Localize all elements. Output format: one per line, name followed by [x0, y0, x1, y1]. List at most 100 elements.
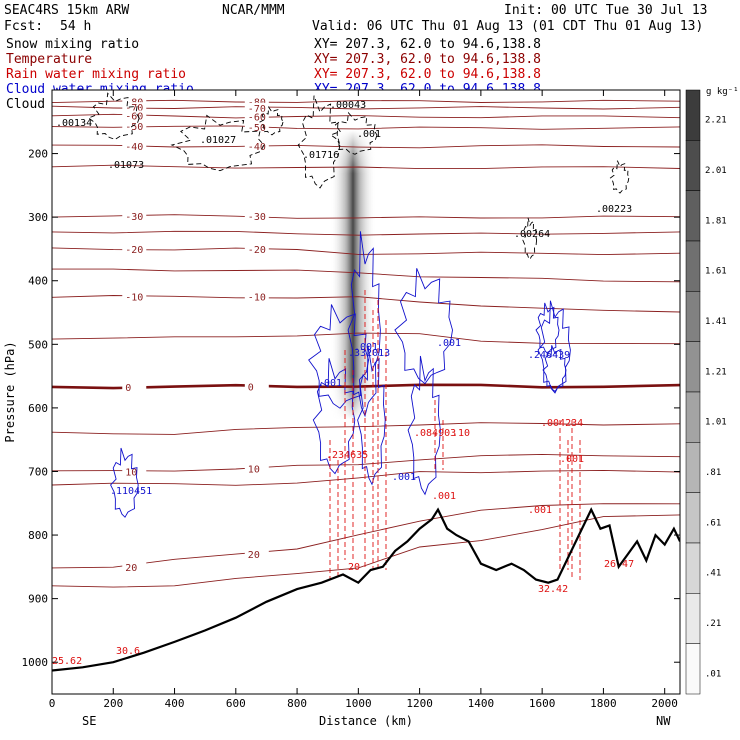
colorbar-segment — [685, 140, 701, 191]
contour-value-label: 30.6 — [116, 646, 140, 657]
x-axis-left-end: SE — [82, 714, 96, 728]
contour-value-label: .01027 — [200, 135, 236, 146]
isotherm-label: 0 — [248, 382, 254, 393]
isotherm-label-bg — [244, 121, 269, 133]
colorbar-segment — [685, 391, 701, 443]
cloud-water-contour — [535, 302, 560, 355]
isotherm-label-bg — [122, 381, 147, 393]
colorbar-label: 2.01 — [705, 166, 727, 176]
contour-value-label: .001 — [318, 378, 342, 389]
y-axis-label: Pressure (hPa) — [3, 341, 17, 442]
colorbar-segment — [685, 442, 701, 493]
isotherm-line — [52, 230, 680, 236]
init-time: Init: 00 UTC Tue 30 Jul 13 — [504, 3, 708, 18]
ice-contour — [170, 114, 265, 172]
isotherm-label: -20 — [125, 245, 143, 256]
field-name: Snow mixing ratio — [6, 37, 139, 52]
cloud-water-contour — [312, 358, 356, 475]
plot-area: -80-80-70-70-60-60-50-50-40-40-30-30-20-… — [22, 89, 681, 710]
isotherm-label-bg — [122, 466, 147, 478]
isotherm-label: -20 — [248, 245, 266, 256]
isotherm-line — [52, 113, 680, 119]
isotherm-line — [52, 164, 680, 170]
colorbar-label: .21 — [705, 619, 721, 629]
contour-value-label: 32.42 — [538, 584, 568, 595]
isotherm-label-bg — [244, 102, 269, 114]
contour-value-label: .246439 — [528, 350, 570, 361]
x-tick-label: 600 — [226, 697, 246, 710]
isotherm-line — [52, 214, 680, 219]
colorbar-unit: g kg⁻¹ — [706, 87, 739, 97]
contour-value-label: .00134 — [56, 118, 92, 129]
colorbar-segment — [685, 89, 701, 141]
ice-contour — [609, 160, 630, 194]
contour-value-label: .001 — [560, 454, 584, 465]
colorbar-label: 1.41 — [705, 317, 727, 327]
isotherm-label: -10 — [248, 293, 266, 304]
isotherm-label-bg — [244, 549, 269, 561]
isotherm-line — [52, 469, 680, 486]
colorbar-label: 1.61 — [705, 267, 727, 277]
colorbar-segment — [685, 240, 701, 292]
isotherm-label-bg — [244, 96, 269, 108]
isotherm-label: -40 — [125, 142, 143, 153]
isotherm-line — [52, 247, 680, 256]
colorbar-segment — [685, 542, 701, 594]
colorbar-label: 2.21 — [705, 116, 727, 126]
isotherm-label: -10 — [125, 293, 143, 304]
model-title: SEAC4RS 15km ARW — [4, 3, 129, 18]
x-tick-label: 800 — [287, 697, 307, 710]
isotherm-label-bg — [244, 291, 269, 303]
isotherm-line — [52, 503, 680, 569]
colorbar-label: 1.01 — [705, 418, 727, 428]
center-name: NCAR/MMM — [222, 3, 285, 18]
isotherm-label: -50 — [248, 123, 266, 134]
cloud-water-contour — [542, 345, 567, 393]
plot-frame — [51, 89, 681, 695]
isotherm-line — [52, 125, 680, 130]
isotherm-label: -60 — [125, 111, 143, 122]
isotherm-line — [52, 514, 680, 588]
isotherm-label-bg — [122, 96, 147, 108]
contour-value-label: .001 — [354, 342, 378, 353]
colorbar-label: .01 — [705, 669, 721, 679]
terrain-line — [52, 507, 680, 672]
contour-value-label: .332013 — [348, 348, 390, 359]
contour-value-label: .234635 — [326, 450, 368, 461]
forecast-hours: 54 h — [60, 19, 91, 34]
y-tick-label: 600 — [28, 402, 48, 415]
colorbar-label: .81 — [705, 468, 721, 478]
x-tick-label: 1400 — [468, 697, 495, 710]
field-xy: XY= 207.3, 62.0 to 94.6,138.8 — [314, 52, 541, 67]
contour-value-label: .001 — [528, 505, 552, 516]
isotherm-label-bg — [244, 210, 269, 222]
y-tick-label: 400 — [28, 275, 48, 288]
isotherm-group: -80-80-70-70-60-60-50-50-40-40-30-30-20-… — [52, 96, 680, 588]
y-tick-label: 900 — [28, 593, 48, 606]
isotherm-label: -30 — [248, 212, 266, 223]
isotherm-label: 20 — [248, 550, 260, 561]
isotherm-label-bg — [122, 102, 147, 114]
contour-value-label: 25.62 — [52, 656, 82, 667]
isotherm-line — [52, 99, 680, 104]
isotherm-label: 10 — [125, 467, 137, 478]
colorbar-label: 1.21 — [705, 367, 727, 377]
isotherm-label: 10 — [248, 464, 260, 475]
isotherm-label-bg — [244, 140, 269, 152]
header: SEAC4RS 15km ARW NCAR/MMM Init: 00 UTC T… — [4, 3, 708, 34]
isotherm-line — [52, 268, 680, 283]
isotherm-label: -40 — [248, 142, 266, 153]
field-name: Rain water mixing ratio — [6, 67, 186, 82]
field-xy: XY= 207.3, 62.0 to 94.6,138.8 — [314, 37, 541, 52]
colorbar-label: 1.81 — [705, 216, 727, 226]
contour-value-label: .00264 — [514, 229, 550, 240]
isotherm-label-bg — [244, 243, 269, 255]
colorbar-segment — [685, 593, 701, 644]
y-tick-label: 800 — [28, 529, 48, 542]
isotherm-label-bg — [122, 561, 147, 573]
x-tick-label: 200 — [103, 697, 123, 710]
isotherm-label: -30 — [125, 212, 143, 223]
x-tick-label: 1600 — [529, 697, 556, 710]
ice-contour — [297, 95, 341, 189]
x-tick-label: 0 — [49, 697, 56, 710]
